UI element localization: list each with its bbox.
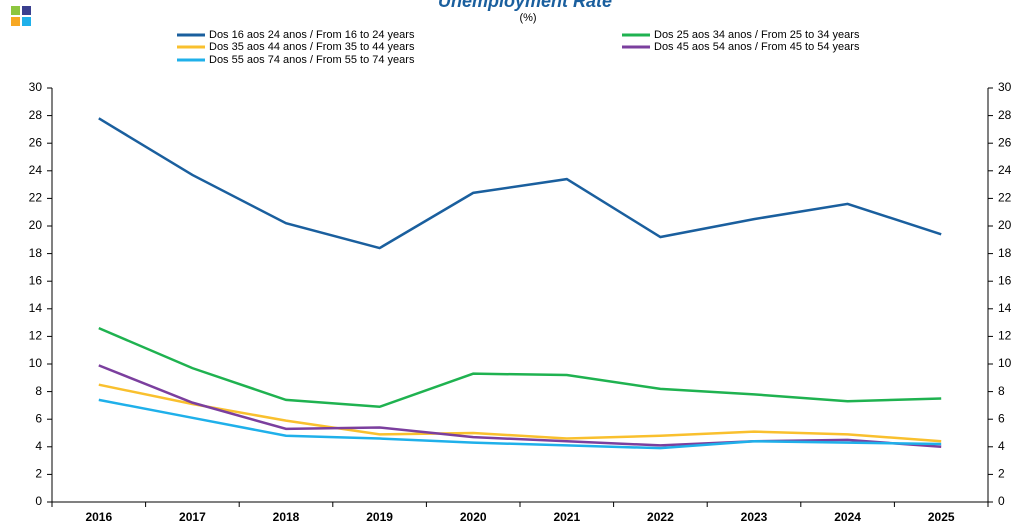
y2-tick-label: 22 [998, 191, 1012, 205]
legend-label: Dos 45 aos 54 anos / From 45 to 54 years [654, 41, 860, 53]
y-tick-label: 14 [29, 301, 43, 315]
legend-label: Dos 25 aos 34 anos / From 25 to 34 years [654, 29, 860, 41]
y2-tick-label: 6 [998, 411, 1005, 425]
y-tick-label: 4 [35, 439, 42, 453]
line-series [98, 326, 942, 409]
y-tick-label: 6 [35, 411, 42, 425]
x-tick-label: 2021 [553, 510, 580, 524]
legend-label: Dos 55 aos 74 anos / From 55 to 74 years [209, 54, 415, 66]
x-tick-label: 2017 [179, 510, 206, 524]
y-tick-label: 22 [29, 191, 43, 205]
legend-label: Dos 35 aos 44 anos / From 35 to 44 years [209, 41, 415, 53]
y2-tick-label: 0 [998, 494, 1005, 508]
x-tick-label: 2023 [741, 510, 768, 524]
y-tick-label: 2 [35, 467, 42, 481]
chart-title: Unemployment Rate [438, 0, 612, 11]
x-tick-label: 2025 [928, 510, 955, 524]
x-tick-label: 2022 [647, 510, 674, 524]
y2-tick-label: 24 [998, 163, 1012, 177]
y2-tick-label: 20 [998, 218, 1012, 232]
y2-tick-label: 10 [998, 356, 1012, 370]
y-tick-label: 10 [29, 356, 43, 370]
y2-tick-label: 30 [998, 80, 1012, 94]
y-tick-label: 20 [29, 218, 43, 232]
y-tick-label: 8 [35, 384, 42, 398]
y2-tick-label: 12 [998, 329, 1012, 343]
x-tick-label: 2020 [460, 510, 487, 524]
line-series [98, 383, 942, 443]
line-series [98, 117, 942, 250]
y-tick-label: 30 [29, 80, 43, 94]
y-tick-label: 0 [35, 494, 42, 508]
y2-tick-label: 14 [998, 301, 1012, 315]
y2-tick-label: 26 [998, 135, 1012, 149]
y2-tick-label: 18 [998, 246, 1012, 260]
y-tick-label: 18 [29, 246, 43, 260]
y2-tick-label: 2 [998, 467, 1005, 481]
x-tick-label: 2018 [273, 510, 300, 524]
y2-tick-label: 16 [998, 273, 1012, 287]
y-tick-label: 24 [29, 163, 43, 177]
line-series [98, 364, 942, 449]
y2-tick-label: 8 [998, 384, 1005, 398]
y-tick-label: 26 [29, 135, 43, 149]
x-tick-label: 2019 [366, 510, 393, 524]
line-series [98, 398, 942, 450]
logo [11, 6, 31, 26]
y-tick-label: 12 [29, 329, 43, 343]
legend-label: Dos 16 aos 24 anos / From 16 to 24 years [209, 29, 415, 41]
x-tick-label: 2016 [85, 510, 112, 524]
y-tick-label: 28 [29, 108, 43, 122]
y2-tick-label: 4 [998, 439, 1005, 453]
chart-subtitle: (%) [519, 12, 536, 24]
y-tick-label: 16 [29, 273, 43, 287]
x-tick-label: 2024 [834, 510, 861, 524]
y2-tick-label: 28 [998, 108, 1012, 122]
